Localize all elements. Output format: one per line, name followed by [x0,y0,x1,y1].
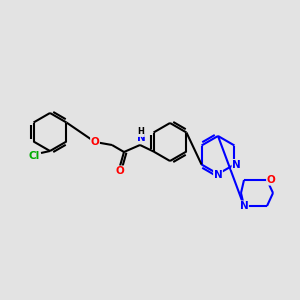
Text: O: O [116,166,124,176]
Text: N: N [136,133,146,143]
Text: N: N [232,160,241,170]
Text: O: O [267,175,275,185]
Text: N: N [240,201,248,211]
Text: O: O [91,137,99,147]
Text: N: N [214,170,222,180]
Text: Cl: Cl [28,151,40,161]
Text: H: H [138,128,144,136]
